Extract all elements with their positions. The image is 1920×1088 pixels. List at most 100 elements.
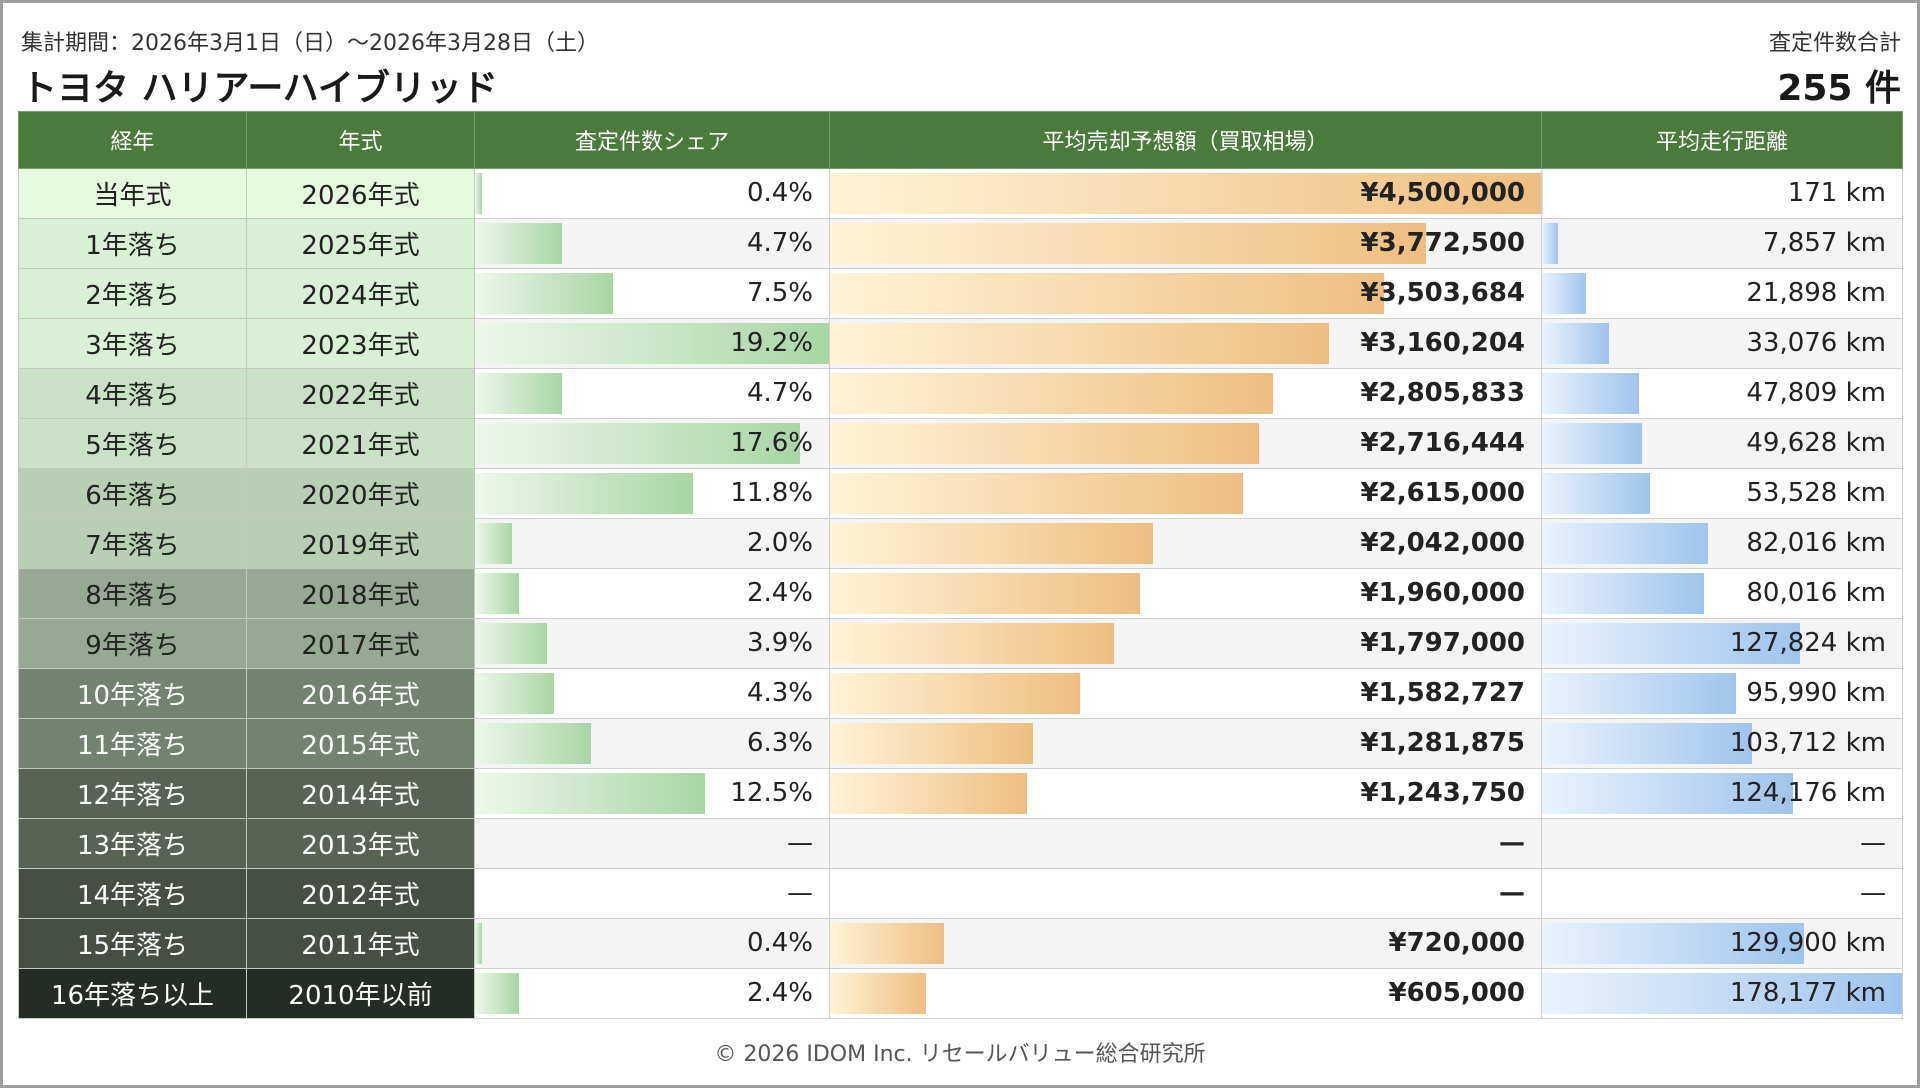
price-bar [830,723,1033,764]
mileage-bar [1542,723,1752,764]
share-bar [475,473,693,514]
price-bar [830,573,1140,614]
share-value: 0.4% [746,928,813,958]
mileage-bar [1542,223,1558,264]
column-header-share: 査定件数シェア [474,111,830,169]
column-header-avg-mileage: 平均走行距離 [1541,111,1903,169]
table-row: 2年落ち 2024年式 7.5% ¥3,503,684 21,898 km [18,268,1903,319]
price-cell: ¥3,772,500 [829,218,1542,269]
share-bar [475,373,562,414]
model-year-cell: 2015年式 [246,718,475,769]
mileage-value: — [1860,878,1886,908]
age-cell: 3年落ち [18,318,247,369]
price-value: ¥2,805,833 [1360,378,1525,408]
model-year-cell: 2020年式 [246,468,475,519]
mileage-bar [1542,323,1609,364]
price-bar [830,423,1260,464]
share-cell: 4.3% [474,668,830,719]
share-bar [475,773,706,814]
table-row: 4年落ち 2022年式 4.7% ¥2,805,833 47,809 km [18,368,1903,419]
model-year-cell: 2021年式 [246,418,475,469]
mileage-bar [1542,773,1793,814]
price-cell: ¥3,160,204 [829,318,1542,369]
share-cell: 17.6% [474,418,830,469]
model-year-cell: 2017年式 [246,618,475,669]
share-cell: 4.7% [474,218,830,269]
mileage-bar [1542,523,1708,564]
period-label: 集計期間：2026年3月1日（日）～2026年3月28日（土） [21,31,599,56]
table-row: 10年落ち 2016年式 4.3% ¥1,582,727 95,990 km [18,668,1903,719]
price-bar [830,623,1114,664]
price-cell: ¥605,000 [829,968,1542,1019]
mileage-value: 103,712 km [1729,728,1886,758]
page-title: トヨタ ハリアーハイブリッド [21,68,498,109]
price-value: — [1499,878,1525,908]
age-cell: 6年落ち [18,468,247,519]
price-bar [830,523,1153,564]
price-cell: ¥1,243,750 [829,768,1542,819]
share-bar [475,973,520,1014]
age-cell: 12年落ち [18,768,247,819]
share-value: 7.5% [746,278,813,308]
price-value: ¥2,042,000 [1360,528,1525,558]
share-value: 2.4% [746,978,813,1008]
share-cell: 12.5% [474,768,830,819]
mileage-value: 21,898 km [1746,278,1886,308]
price-cell: ¥720,000 [829,918,1542,969]
share-bar [475,173,483,214]
table-row: 9年落ち 2017年式 3.9% ¥1,797,000 127,824 km [18,618,1903,669]
price-cell: ¥2,042,000 [829,518,1542,569]
price-value: ¥3,772,500 [1360,228,1525,258]
share-bar [475,323,829,364]
mileage-cell: 82,016 km [1541,518,1903,569]
table-row: 6年落ち 2020年式 11.8% ¥2,615,000 53,528 km [18,468,1903,519]
share-value: 17.6% [730,428,813,458]
share-value: 4.3% [746,678,813,708]
mileage-value: 124,176 km [1729,778,1886,808]
mileage-value: 129,900 km [1729,928,1886,958]
mileage-value: 95,990 km [1746,678,1886,708]
price-bar [830,223,1427,264]
age-cell: 当年式 [18,168,247,219]
mileage-cell: 95,990 km [1541,668,1903,719]
mileage-bar [1542,623,1801,664]
mileage-cell: 178,177 km [1541,968,1903,1019]
share-value: 6.3% [746,728,813,758]
price-bar [830,473,1244,514]
age-cell: 10年落ち [18,668,247,719]
share-cell: 2.4% [474,568,830,619]
price-value: ¥2,716,444 [1360,428,1525,458]
share-bar [475,273,614,314]
price-cell: ¥2,615,000 [829,468,1542,519]
age-cell: 7年落ち [18,518,247,569]
price-value: ¥720,000 [1388,928,1525,958]
table-row: 12年落ち 2014年式 12.5% ¥1,243,750 124,176 km [18,768,1903,819]
age-cell: 9年落ち [18,618,247,669]
age-cell: 16年落ち以上 [18,968,247,1019]
price-cell: ¥4,500,000 [829,168,1542,219]
price-value: ¥2,615,000 [1360,478,1525,508]
share-cell: 2.0% [474,518,830,569]
mileage-cell: 80,016 km [1541,568,1903,619]
model-year-cell: 2016年式 [246,668,475,719]
mileage-bar [1542,923,1805,964]
price-value: ¥3,503,684 [1360,278,1525,308]
price-value: ¥4,500,000 [1360,178,1525,208]
share-cell: — [474,818,830,869]
mileage-cell: — [1541,818,1903,869]
resale-table: 経年 年式 査定件数シェア 平均売却予想額（買取相場） 平均走行距離 当年式 20… [18,111,1903,1019]
model-year-cell: 2024年式 [246,268,475,319]
price-value: ¥3,160,204 [1360,328,1525,358]
table-row: 7年落ち 2019年式 2.0% ¥2,042,000 82,016 km [18,518,1903,569]
price-bar [830,173,1541,214]
model-year-cell: 2013年式 [246,818,475,869]
age-cell: 4年落ち [18,368,247,419]
mileage-value: — [1860,828,1886,858]
price-cell: ¥3,503,684 [829,268,1542,319]
table-row: 当年式 2026年式 0.4% ¥4,500,000 171 km [18,168,1903,219]
age-cell: 13年落ち [18,818,247,869]
share-bar [475,423,800,464]
age-cell: 1年落ち [18,218,247,269]
table-row: 15年落ち 2011年式 0.4% ¥720,000 129,900 km [18,918,1903,969]
mileage-value: 49,628 km [1746,428,1886,458]
